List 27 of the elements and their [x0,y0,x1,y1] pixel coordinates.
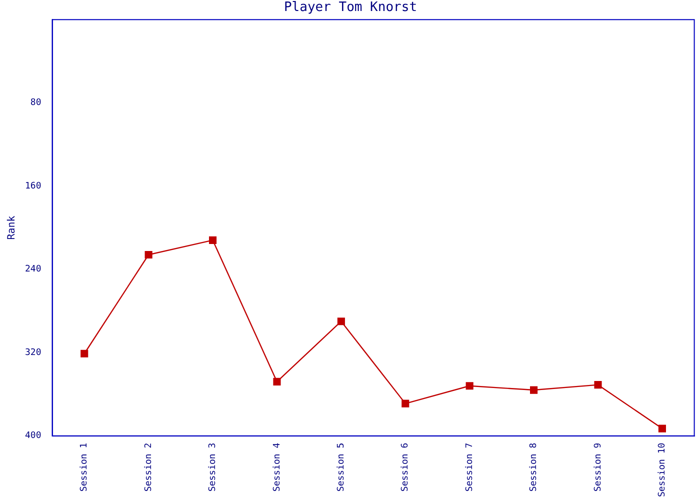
point [144,250,152,259]
x-tick-label: Session 1 [80,442,90,492]
y-tick-label: 160 [24,181,42,192]
point [402,400,410,408]
x-tick-label: Session 9 [593,442,604,492]
y-tick-label: 240 [24,264,42,275]
x-tick-label: Session 5 [336,442,347,492]
point [658,424,666,432]
point [594,381,602,389]
x-tick-label: Session 8 [529,442,540,492]
point [337,318,345,326]
y-tick-label: 80 [30,98,42,108]
point [208,236,217,244]
y-tick-label: 320 [24,348,42,358]
point [466,382,474,390]
point [273,378,281,386]
x-tick-label: Session 6 [400,442,411,492]
x-tick-label: Session 3 [208,442,218,492]
y-tick-label: 400 [24,431,42,442]
x-tick-label: Session 7 [464,442,475,492]
x-tick-label: Session 10 [658,442,668,498]
x-tick-label: Session 2 [144,442,154,492]
x-tick-label: Session 4 [272,442,282,492]
point [530,386,538,394]
chart-title: Player Tom Knorst [284,0,418,16]
point [80,350,88,358]
y-axis-title: Rank [6,216,18,240]
